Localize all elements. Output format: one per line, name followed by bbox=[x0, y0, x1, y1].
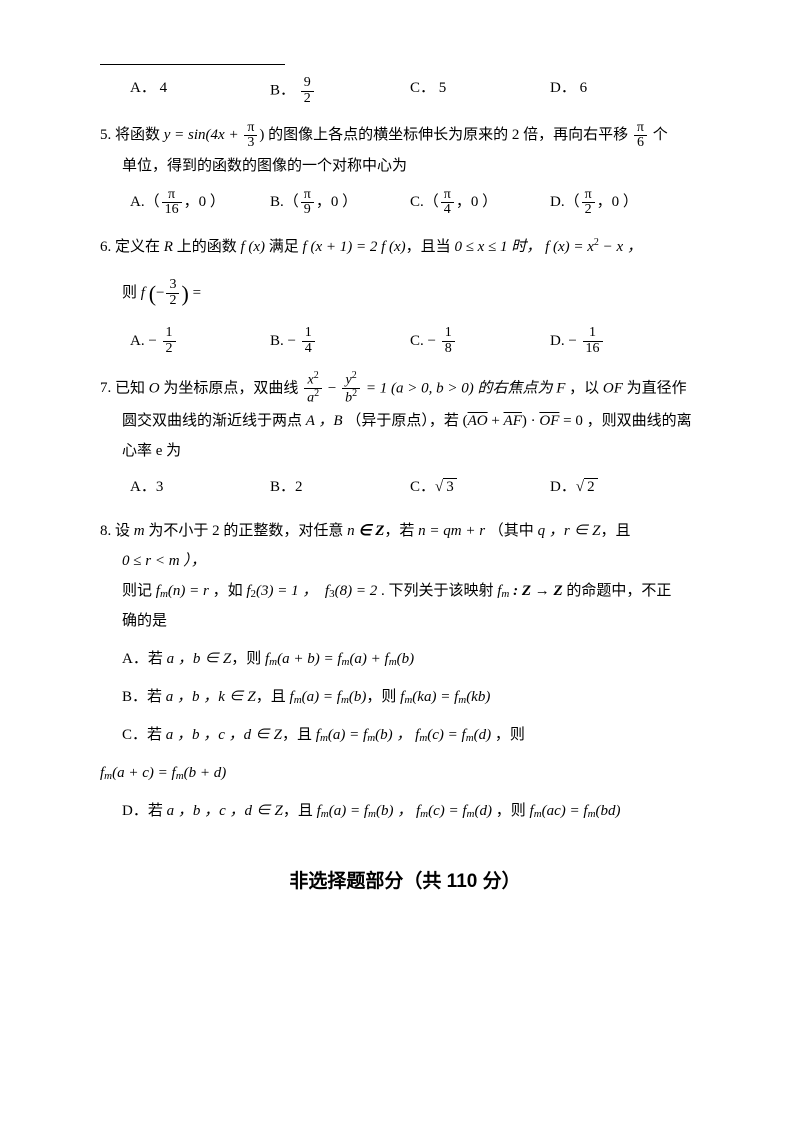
math: y = sin(4x + bbox=[164, 127, 243, 143]
q8-opt-c: C．若 a ，b ，c ，d ∈ Z，且 fm(a) = fm(b) ， fm(… bbox=[122, 720, 710, 750]
header-rule bbox=[100, 64, 285, 65]
q6-opt-b: B. − 14 bbox=[270, 326, 410, 357]
opt-label: D． bbox=[550, 80, 576, 96]
q5-line1: 5. 将函数 y = sin(4x + π3) 的图像上各点的横坐标伸长为原来的… bbox=[100, 120, 710, 151]
opt-label: A． bbox=[130, 80, 156, 96]
q5-opt-d: D.（π2，0 ） bbox=[550, 187, 690, 218]
exam-page: A． 4 B． 9 2 C． 5 D． 6 5. 将函数 y = sin(4x … bbox=[0, 0, 800, 953]
q8-range: 0 ≤ r < m ）， bbox=[122, 546, 710, 576]
q7: 7. 已知 O 为坐标原点，双曲线 x2a2 − y2b2 = 1 (a > 0… bbox=[100, 371, 710, 503]
fraction: π6 bbox=[634, 121, 647, 151]
q4-opt-a: A． 4 bbox=[130, 76, 270, 106]
sqrt: √3 bbox=[435, 472, 457, 502]
q8: 8. 设 m 为不小于 2 的正整数，对任意 n ∈ Z，若 n = qm + … bbox=[100, 516, 710, 826]
q7-line2: 圆交双曲线的渐近线于两点 A ，B （异于原点），若 (AO + AF) · O… bbox=[122, 406, 710, 436]
q6: 6. 定义在 R 上的函数 f (x) 满足 f (x + 1) = 2 f (… bbox=[100, 232, 710, 357]
q7-line1: 7. 已知 O 为坐标原点，双曲线 x2a2 − y2b2 = 1 (a > 0… bbox=[100, 371, 710, 407]
vector: AO bbox=[468, 413, 488, 429]
q6-options: A. − 12 B. − 14 C. − 18 D. − 116 bbox=[130, 326, 710, 357]
q5-options: A.（π16，0 ） B.（π9，0 ） C.（π4，0 ） D.（π2，0 ） bbox=[130, 187, 710, 218]
q8-opt-b: B．若 a ，b ，k ∈ Z，且 fm(a) = fm(b)，则 fm(ka)… bbox=[122, 682, 710, 712]
sqrt: √2 bbox=[576, 472, 598, 502]
q5-opt-a: A.（π16，0 ） bbox=[130, 187, 270, 218]
q7-opt-c: C．√3 bbox=[410, 472, 550, 502]
q7-line3: 心率 e 为 bbox=[122, 436, 710, 466]
q8-opt-d: D．若 a ，b ，c ，d ∈ Z，且 fm(a) = fm(b) ， fm(… bbox=[122, 796, 710, 826]
fraction: π3 bbox=[244, 121, 257, 151]
q8-line3: 确的是 bbox=[122, 606, 710, 636]
opt-label: C． bbox=[410, 80, 435, 96]
fraction: y2b2 bbox=[342, 371, 360, 407]
opt-value: 5 bbox=[439, 80, 447, 96]
q7-opt-a: A．3 bbox=[130, 472, 270, 502]
q-number: 7. bbox=[100, 373, 111, 403]
q8-line1: 8. 设 m 为不小于 2 的正整数，对任意 n ∈ Z，若 n = qm + … bbox=[100, 516, 710, 546]
q4-opt-b: B． 9 2 bbox=[270, 76, 410, 106]
q6-line2: 则 f (−32) = bbox=[122, 272, 710, 316]
q5-line2: 单位，得到的函数的图像的一个对称中心为 bbox=[122, 151, 710, 181]
q6-opt-d: D. − 116 bbox=[550, 326, 690, 357]
q5: 5. 将函数 y = sin(4x + π3) 的图像上各点的横坐标伸长为原来的… bbox=[100, 120, 710, 218]
q4-opt-d: D． 6 bbox=[550, 76, 690, 106]
opt-label: B． bbox=[270, 83, 295, 99]
q6-opt-c: C. − 18 bbox=[410, 326, 550, 357]
section-title: 非选择题部分（共 110 分） bbox=[100, 866, 710, 893]
q7-opt-b: B．2 bbox=[270, 472, 410, 502]
q8-opt-c-concl: fm(a + c) = fm(b + d) bbox=[100, 758, 710, 788]
fraction: 9 2 bbox=[301, 76, 314, 106]
q4-options: A． 4 B． 9 2 C． 5 D． 6 bbox=[130, 76, 710, 106]
q7-options: A．3 B．2 C．√3 D．√2 bbox=[130, 472, 710, 502]
fraction: x2a2 bbox=[304, 371, 322, 407]
q7-opt-d: D．√2 bbox=[550, 472, 690, 502]
q4-opt-c: C． 5 bbox=[410, 76, 550, 106]
q6-opt-a: A. − 12 bbox=[130, 326, 270, 357]
q5-opt-c: C.（π4，0 ） bbox=[410, 187, 550, 218]
q5-opt-b: B.（π9，0 ） bbox=[270, 187, 410, 218]
q-number: 8. bbox=[100, 516, 111, 546]
q6-line1: 6. 定义在 R 上的函数 f (x) 满足 f (x + 1) = 2 f (… bbox=[100, 232, 710, 262]
opt-value: 6 bbox=[580, 80, 588, 96]
q8-line2: 则记 fm(n) = r ，如 f2(3) = 1 ， f3(8) = 2 . … bbox=[122, 576, 710, 606]
opt-value: 4 bbox=[160, 80, 168, 96]
q-number: 5. bbox=[100, 120, 111, 150]
q8-opt-a: A．若 a ，b ∈ Z，则 fm(a + b) = fm(a) + fm(b) bbox=[122, 644, 710, 674]
q-number: 6. bbox=[100, 232, 111, 262]
vector: AF bbox=[504, 413, 522, 429]
vector: OF bbox=[539, 413, 559, 429]
